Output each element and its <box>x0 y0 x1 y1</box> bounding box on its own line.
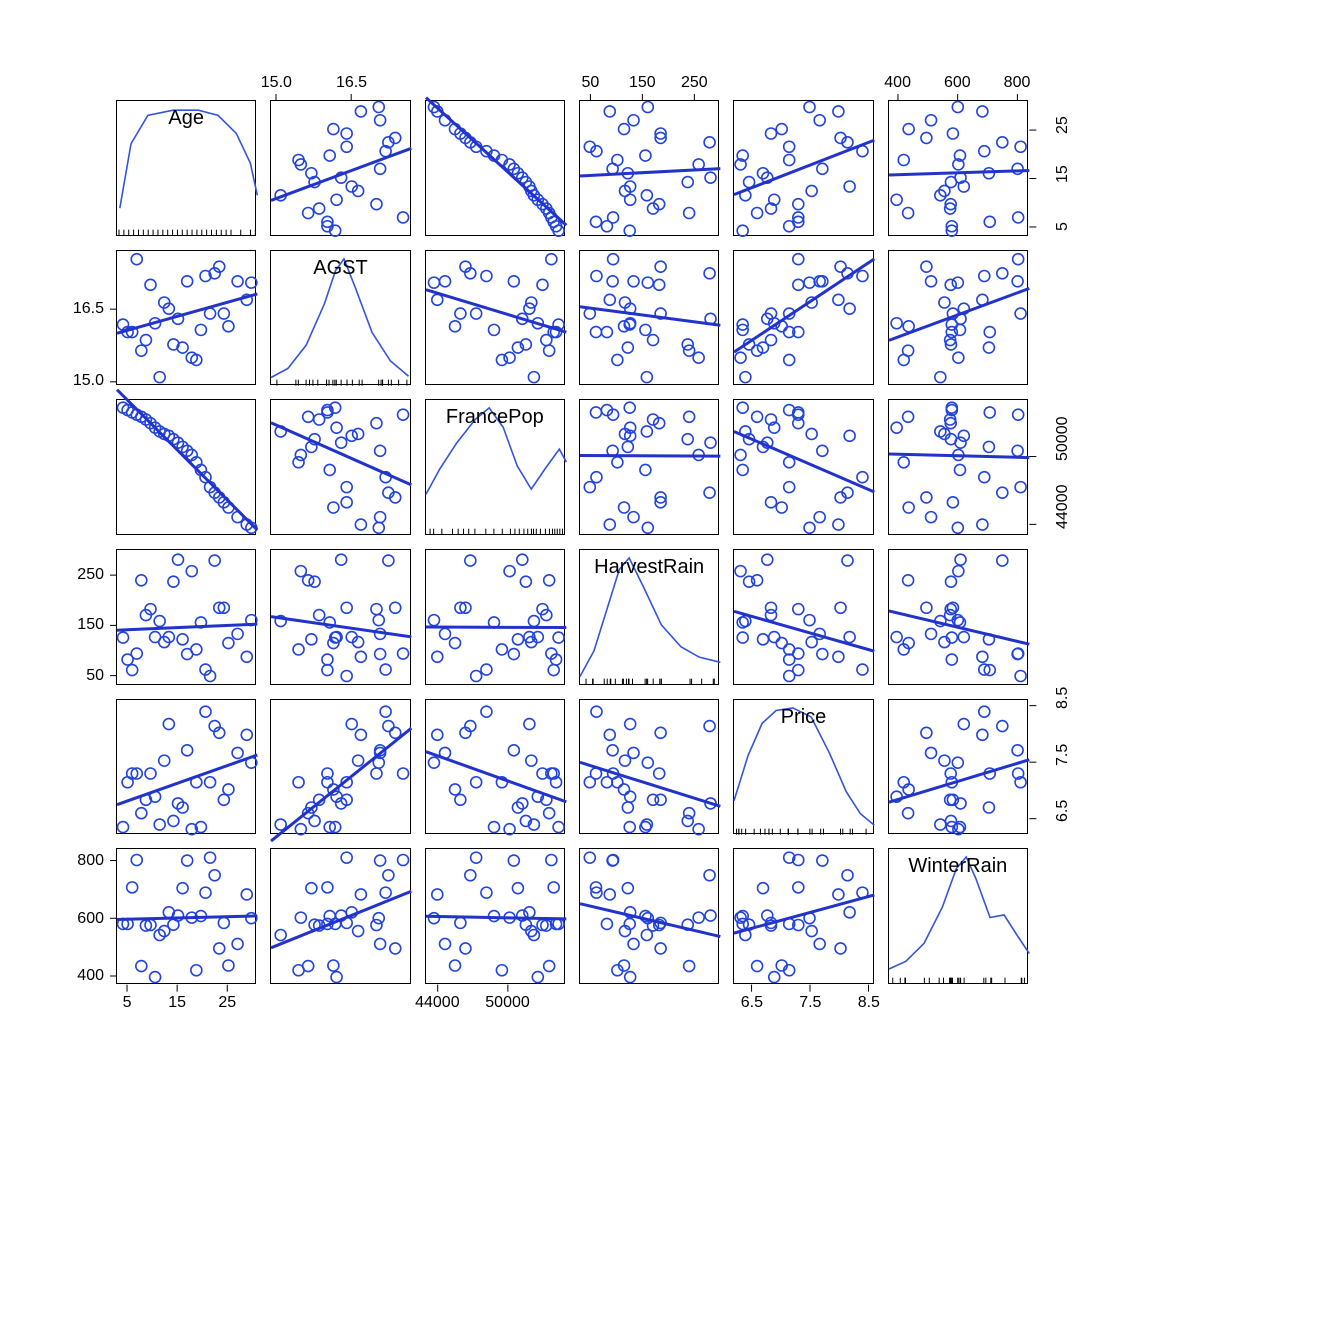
diag-label-FrancePop: FrancePop <box>426 406 564 429</box>
panel-Price-Price: Price <box>733 699 873 835</box>
xtick-bottom: 8.5 <box>839 994 899 1012</box>
ytick-right: 5 <box>1054 222 1072 231</box>
ytick-left: 250 <box>77 566 104 584</box>
xtick-top: 250 <box>674 74 714 92</box>
xtick-top: 16.5 <box>332 74 372 92</box>
xtick-top: 400 <box>878 74 918 92</box>
xtick-top: 15.0 <box>256 74 296 92</box>
panel-Age-Price <box>733 100 873 236</box>
panel-AGST-Price <box>733 250 873 386</box>
panel-WinterRain-Price: 6.57.58.5 <box>733 848 873 984</box>
ytick-left: 800 <box>77 852 104 870</box>
diag-label-HarvestRain: HarvestRain <box>580 556 718 579</box>
panel-Price-HarvestRain <box>579 699 719 835</box>
diag-label-AGST: AGST <box>271 257 409 280</box>
panel-HarvestRain-WinterRain <box>888 549 1028 685</box>
ytick-right: 25 <box>1054 116 1072 134</box>
panel-FrancePop-WinterRain: 4400050000 <box>888 399 1028 535</box>
xtick-bottom: 25 <box>197 994 257 1012</box>
panel-Price-FrancePop <box>425 699 565 835</box>
ytick-left: 400 <box>77 967 104 985</box>
panel-FrancePop-FrancePop: FrancePop <box>425 399 565 535</box>
panel-FrancePop-Price <box>733 399 873 535</box>
xtick-top: 600 <box>937 74 977 92</box>
panel-FrancePop-HarvestRain <box>579 399 719 535</box>
panel-AGST-AGST: AGST <box>270 250 410 386</box>
panel-AGST-WinterRain <box>888 250 1028 386</box>
panel-HarvestRain-Age: 50150250 <box>116 549 256 685</box>
panel-Price-WinterRain: 6.57.58.5 <box>888 699 1028 835</box>
ytick-left: 600 <box>77 910 104 928</box>
pairs-plot-grid: Age 15.016.5 50150250 40060080051525 15.016.… <box>116 100 1028 984</box>
panel-HarvestRain-FrancePop <box>425 549 565 685</box>
panel-WinterRain-AGST <box>270 848 410 984</box>
panel-Price-Age <box>116 699 256 835</box>
xtick-bottom: 6.5 <box>722 994 782 1012</box>
panel-WinterRain-FrancePop: 4400050000 <box>425 848 565 984</box>
panel-AGST-FrancePop <box>425 250 565 386</box>
ytick-right: 8.5 <box>1054 687 1072 709</box>
panel-WinterRain-WinterRain: WinterRain <box>888 848 1028 984</box>
diag-label-WinterRain: WinterRain <box>889 855 1027 878</box>
panel-FrancePop-Age <box>116 399 256 535</box>
diag-label-Age: Age <box>117 107 255 130</box>
panel-HarvestRain-Price <box>733 549 873 685</box>
panel-Price-AGST <box>270 699 410 835</box>
ytick-left: 15.0 <box>73 372 104 390</box>
ytick-right: 6.5 <box>1054 800 1072 822</box>
ytick-right: 15 <box>1054 165 1072 183</box>
ytick-right: 44000 <box>1054 484 1072 529</box>
diag-label-Price: Price <box>734 706 872 729</box>
ytick-right: 7.5 <box>1054 744 1072 766</box>
panel-HarvestRain-AGST <box>270 549 410 685</box>
panel-WinterRain-Age: 51525400600800 <box>116 848 256 984</box>
ytick-left: 150 <box>77 616 104 634</box>
panel-Age-WinterRain: 40060080051525 <box>888 100 1028 236</box>
panel-Age-AGST: 15.016.5 <box>270 100 410 236</box>
xtick-top: 800 <box>997 74 1037 92</box>
panel-Age-HarvestRain: 50150250 <box>579 100 719 236</box>
panel-HarvestRain-HarvestRain: HarvestRain <box>579 549 719 685</box>
xtick-top: 150 <box>622 74 662 92</box>
panel-Age-FrancePop <box>425 100 565 236</box>
panel-AGST-HarvestRain <box>579 250 719 386</box>
xtick-top: 50 <box>570 74 610 92</box>
xtick-bottom: 50000 <box>478 994 538 1012</box>
panel-Age-Age: Age <box>116 100 256 236</box>
ytick-left: 50 <box>86 667 104 685</box>
ytick-left: 16.5 <box>73 300 104 318</box>
panel-FrancePop-AGST <box>270 399 410 535</box>
panel-AGST-Age: 15.016.5 <box>116 250 256 386</box>
panel-WinterRain-HarvestRain <box>579 848 719 984</box>
xtick-bottom: 7.5 <box>780 994 840 1012</box>
ytick-right: 50000 <box>1054 416 1072 461</box>
xtick-bottom: 44000 <box>407 994 467 1012</box>
